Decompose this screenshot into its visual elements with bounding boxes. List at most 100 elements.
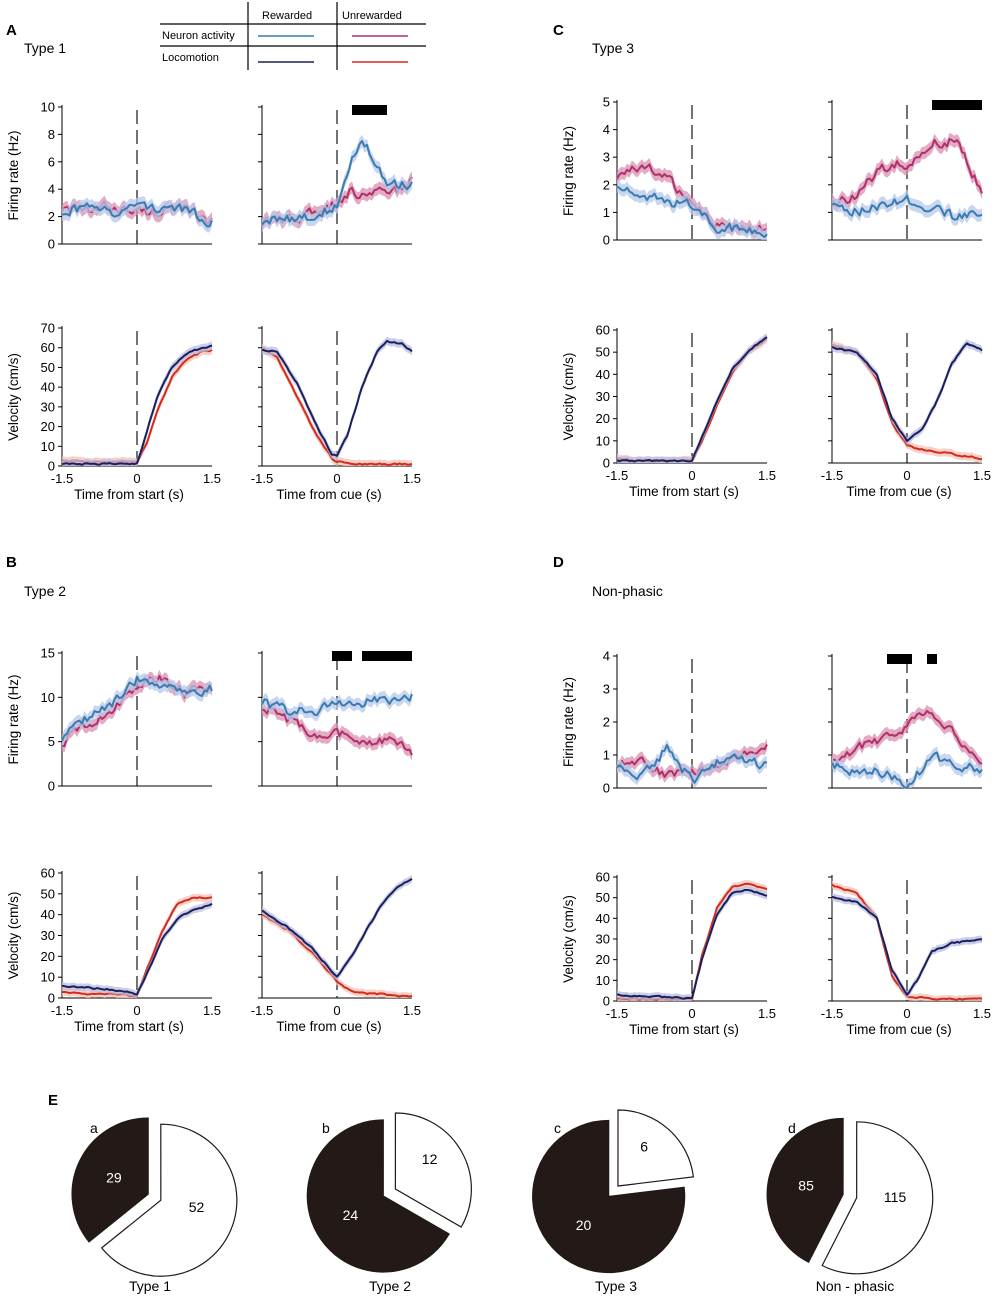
pie-slice-dark <box>532 1119 686 1274</box>
series-band-unrewarded <box>617 158 767 240</box>
pie-value-dark: 85 <box>798 1178 814 1194</box>
y-axis-label-velocity: Velocity (cm/s) <box>561 353 576 441</box>
series-line-rewarded <box>616 889 768 1000</box>
panel-letter-a: A <box>6 22 17 39</box>
legend-col-unrewarded: Unrewarded <box>342 10 402 22</box>
y-tick-label: 40 <box>41 907 55 922</box>
series-line-rewarded <box>261 877 413 978</box>
series-line-rewarded <box>61 344 213 466</box>
pie-value-light: 12 <box>422 1151 438 1167</box>
x-tick-label: 1.5 <box>403 1003 421 1018</box>
y-tick-label: 60 <box>41 866 55 881</box>
pie-chart-a: 29 52 a Type 1 <box>71 1117 238 1294</box>
pie-slice-light <box>394 1112 472 1228</box>
y-tick-label: 10 <box>41 439 55 454</box>
series-band-rewarded <box>62 670 212 747</box>
y-tick-label: 10 <box>41 100 55 115</box>
pie-sub-letter: d <box>788 1120 796 1136</box>
series-line-rewarded <box>616 336 768 463</box>
pie-sub-letter: c <box>554 1120 561 1136</box>
series-line-rewarded <box>616 185 768 239</box>
y-tick-label: 30 <box>41 399 55 414</box>
x-tick-label: 0 <box>903 468 910 483</box>
x-axis-label-cue: Time from cue (s) <box>846 1022 951 1037</box>
y-tick-label: 60 <box>596 870 610 885</box>
x-tick-label: 1.5 <box>758 1006 776 1021</box>
panel-letter-c: C <box>553 22 564 39</box>
y-tick-label: 3 <box>603 150 610 165</box>
subplot-a-fr-start: 0 2 4 6 8 10 Firing rate (Hz) <box>6 100 213 252</box>
legend-col-rewarded: Rewarded <box>262 10 312 22</box>
pie-sub-letter: b <box>322 1120 330 1136</box>
y-tick-label: 4 <box>603 649 610 664</box>
series-line-rewarded <box>261 693 413 717</box>
panel-letter-e: E <box>48 1092 58 1109</box>
series-line-unrewarded <box>61 348 213 464</box>
y-tick-label: 4 <box>48 182 55 197</box>
x-tick-label: 0 <box>133 1003 140 1018</box>
panel-letter-b: B <box>6 554 17 571</box>
panel-title-a: Type 1 <box>24 40 66 56</box>
y-tick-label: 2 <box>603 177 610 192</box>
pie-slice-light <box>100 1123 238 1277</box>
pie-area: 29 52 a Type 1 24 12 b Type 2 20 6 c Type 3 85 115 d No… <box>71 1109 934 1294</box>
y-tick-label: 70 <box>41 321 55 336</box>
subplot-c-vel-cue: -1.5 0 1.5 Time from cue (s) <box>821 328 991 499</box>
y-tick-label: 40 <box>41 380 55 395</box>
x-axis-label-start: Time from start (s) <box>629 1022 739 1037</box>
series-line-unrewarded <box>261 346 413 466</box>
legend-row-locomotion: Locomotion <box>162 52 219 64</box>
series-band-rewarded <box>832 893 982 999</box>
y-tick-label: 2 <box>603 715 610 730</box>
pie-value-light: 6 <box>640 1138 648 1154</box>
panel-title-c: Type 3 <box>592 40 634 56</box>
series-band-rewarded <box>262 875 412 981</box>
series-band-rewarded <box>617 333 767 463</box>
series-band-unrewarded <box>832 132 982 213</box>
y-tick-label: 0 <box>48 459 55 474</box>
subplot-b-fr-start: 0 5 10 15 Firing rate (Hz) <box>6 646 213 794</box>
y-tick-label: 15 <box>41 646 55 661</box>
subplot-d-vel-cue: -1.5 0 1.5 Time from cue (s) <box>821 875 991 1037</box>
x-tick-label: 0 <box>333 471 340 486</box>
series-line-rewarded <box>261 339 413 457</box>
series-line-rewarded <box>61 675 213 742</box>
y-tick-label: 50 <box>596 890 610 905</box>
series-band-rewarded <box>262 134 412 231</box>
x-axis-label-cue: Time from cue (s) <box>276 1019 381 1034</box>
x-axis-label-cue: Time from cue (s) <box>846 484 951 499</box>
y-tick-label: 20 <box>596 411 610 426</box>
series-line-unrewarded <box>831 709 983 766</box>
pie-slice-dark <box>71 1117 149 1243</box>
y-axis-label-firing-rate: Firing rate (Hz) <box>561 677 576 767</box>
significance-bar <box>887 654 912 664</box>
pie-slice-dark <box>306 1119 450 1273</box>
series-line-rewarded <box>831 751 983 789</box>
pie-slice-light <box>821 1121 934 1275</box>
x-axis-label-cue: Time from cue (s) <box>276 487 381 502</box>
y-tick-label: 60 <box>41 340 55 355</box>
panel-title-b: Type 2 <box>24 583 66 599</box>
legend-row-neuron: Neuron activity <box>162 30 235 42</box>
y-tick-label: 30 <box>41 928 55 943</box>
y-tick-label: 0 <box>603 994 610 1009</box>
x-tick-label: 0 <box>688 1006 695 1021</box>
x-tick-label: -1.5 <box>251 471 273 486</box>
significance-bar <box>927 654 937 664</box>
y-tick-label: 50 <box>41 886 55 901</box>
series-line-rewarded <box>831 342 983 442</box>
y-tick-label: 0 <box>48 237 55 252</box>
y-tick-label: 60 <box>596 323 610 338</box>
y-tick-label: 0 <box>48 991 55 1006</box>
series-band-rewarded <box>832 746 982 788</box>
x-tick-label: 0 <box>903 1006 910 1021</box>
y-tick-label: 50 <box>41 360 55 375</box>
y-tick-label: 20 <box>41 419 55 434</box>
subplot-c-fr-start: 0 1 2 3 4 5 Firing rate (Hz) <box>561 95 768 248</box>
series-band-rewarded <box>62 341 212 466</box>
x-axis-label-start: Time from start (s) <box>74 487 184 502</box>
